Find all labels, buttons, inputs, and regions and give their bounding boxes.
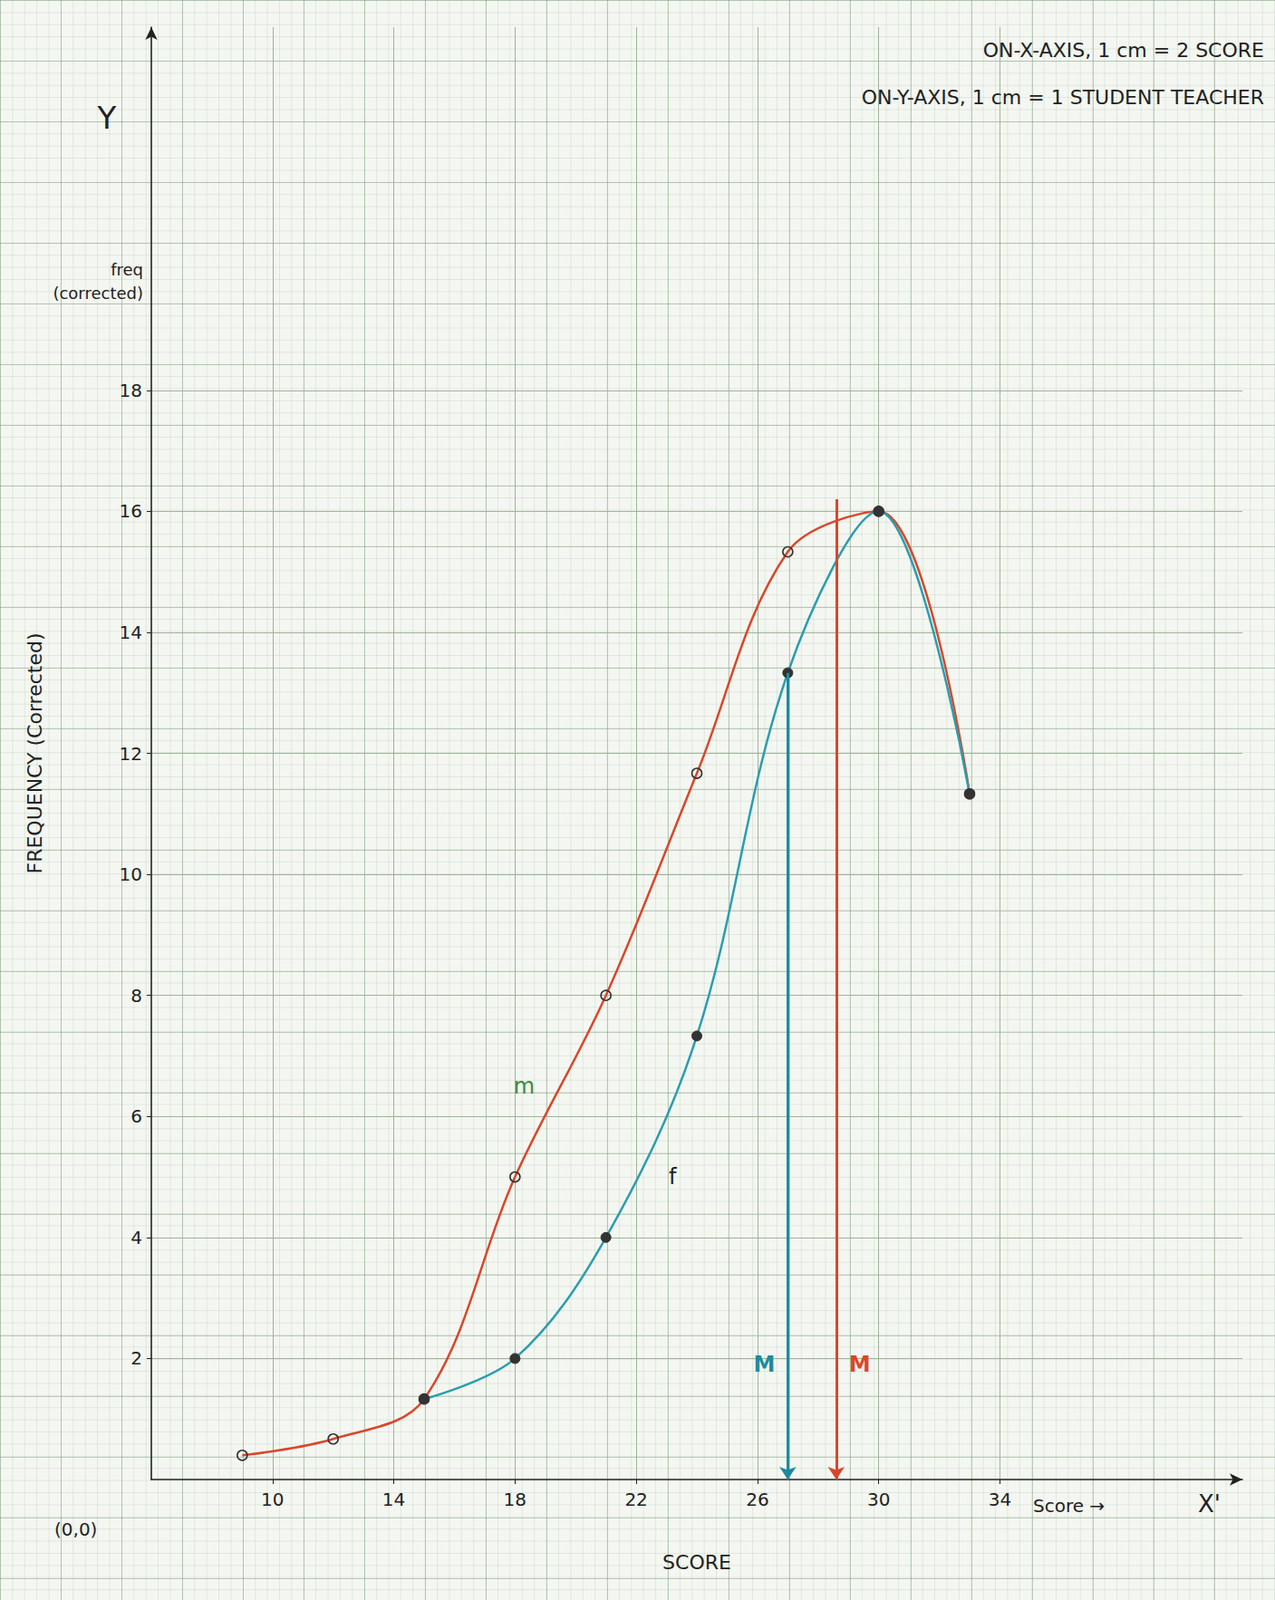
svg-text:14: 14	[119, 621, 143, 644]
svg-text:Score →: Score →	[1033, 1495, 1105, 1517]
svg-text:10: 10	[260, 1488, 284, 1511]
svg-text:16: 16	[119, 500, 143, 522]
svg-text:M: M	[753, 1352, 775, 1378]
svg-text:SCORE: SCORE	[662, 1551, 732, 1575]
svg-text:22: 22	[624, 1488, 648, 1511]
svg-text:f: f	[668, 1164, 677, 1190]
svg-text:26: 26	[745, 1488, 769, 1511]
svg-text:ON-Y-AXIS, 1 cm = 1 STUDENT TE: ON-Y-AXIS, 1 cm = 1 STUDENT TEACHER	[861, 86, 1265, 109]
svg-text:(0,0): (0,0)	[54, 1518, 97, 1541]
svg-text:ON-X-AXIS, 1 cm = 2 SCORE: ON-X-AXIS, 1 cm = 2 SCORE	[983, 38, 1265, 62]
svg-text:M: M	[849, 1352, 871, 1378]
svg-text:freq: freq	[110, 260, 144, 280]
svg-text:10: 10	[119, 863, 143, 886]
svg-text:Y: Y	[96, 99, 117, 136]
svg-text:14: 14	[382, 1488, 406, 1511]
svg-text:18: 18	[503, 1488, 527, 1511]
svg-text:18: 18	[119, 379, 143, 402]
svg-text:8: 8	[130, 985, 143, 1007]
svg-text:2: 2	[130, 1347, 143, 1370]
svg-text:34: 34	[988, 1488, 1012, 1511]
svg-text:X': X'	[1197, 1490, 1221, 1518]
svg-text:6: 6	[130, 1105, 143, 1128]
svg-text:12: 12	[119, 743, 143, 765]
svg-text:FREQUENCY (Corrected): FREQUENCY (Corrected)	[23, 633, 47, 875]
svg-text:m: m	[513, 1073, 535, 1100]
svg-text:(corrected): (corrected)	[52, 283, 144, 303]
svg-text:4: 4	[130, 1226, 143, 1249]
svg-text:30: 30	[867, 1488, 890, 1511]
